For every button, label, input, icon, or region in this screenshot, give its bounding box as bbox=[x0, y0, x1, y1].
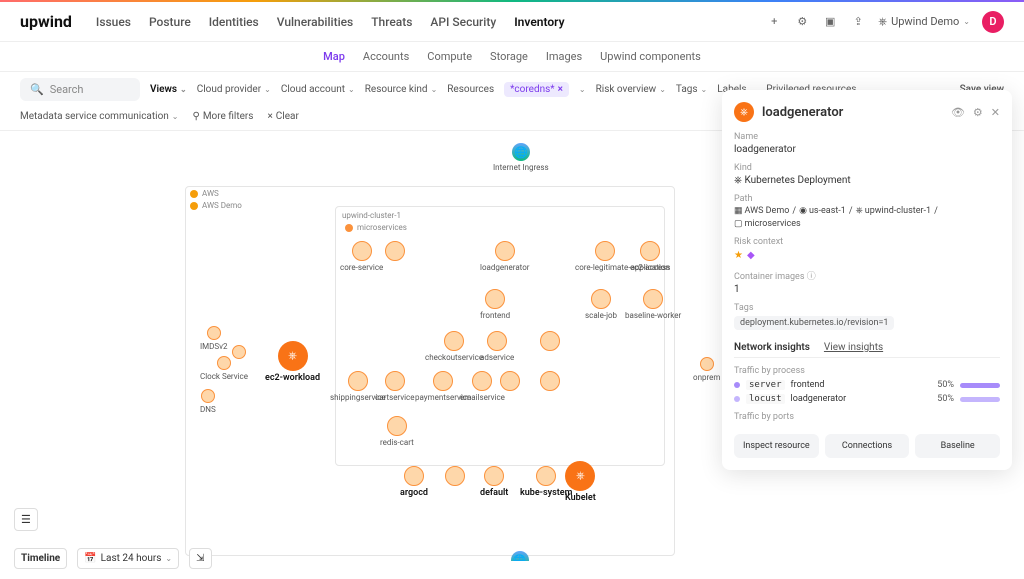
node-loadgenerator[interactable]: loadgenerator bbox=[480, 241, 529, 272]
view-insights-link[interactable]: View insights bbox=[824, 342, 883, 353]
node-cart[interactable]: cartservice bbox=[375, 371, 414, 402]
sub-nav: Map Accounts Compute Storage Images Upwi… bbox=[0, 42, 1024, 72]
gear-icon[interactable]: ⚙ bbox=[794, 14, 810, 30]
filter-resources[interactable]: Resources bbox=[447, 84, 494, 95]
filter-metadata[interactable]: Metadata service communication⌄ bbox=[20, 111, 179, 122]
node-baseline-worker[interactable]: baseline-worker bbox=[625, 289, 681, 320]
node-blank1[interactable] bbox=[385, 241, 405, 261]
baseline-button[interactable]: Baseline bbox=[915, 434, 1000, 458]
node-blank3[interactable] bbox=[500, 371, 520, 391]
node-dns[interactable]: DNS bbox=[200, 389, 216, 414]
filter-cloud-provider[interactable]: Cloud provider⌄ bbox=[197, 84, 271, 95]
node-kubelet[interactable]: ⎈Kubelet bbox=[565, 461, 596, 503]
timeline-pin-icon[interactable]: ⇲ bbox=[189, 548, 211, 569]
node-internet-egress[interactable]: 🌐 Internet Egress bbox=[493, 551, 547, 561]
node-frontend[interactable]: frontend bbox=[480, 289, 510, 320]
views-dd[interactable]: Views⌄ bbox=[150, 84, 187, 95]
filter-chip[interactable]: *coredns*× bbox=[504, 82, 569, 97]
clear-filters[interactable]: × Clear bbox=[267, 111, 298, 122]
chip-remove-icon[interactable]: × bbox=[558, 84, 563, 95]
visibility-icon[interactable]: 👁 bbox=[951, 106, 965, 119]
menu-toggle[interactable]: ☰ bbox=[14, 508, 38, 531]
globe-icon: 🌐 bbox=[511, 551, 529, 561]
node-scale-job[interactable]: scale-job bbox=[585, 289, 617, 320]
nav-vulnerabilities[interactable]: Vulnerabilities bbox=[277, 15, 354, 29]
filter-cloud-account[interactable]: Cloud account⌄ bbox=[281, 84, 355, 95]
book-icon[interactable]: ▣ bbox=[822, 14, 838, 30]
subnav-components[interactable]: Upwind components bbox=[600, 50, 701, 63]
subnav-accounts[interactable]: Accounts bbox=[363, 50, 409, 63]
node-internet-ingress[interactable]: 🌐 Internet Ingress bbox=[493, 143, 549, 172]
subnav-storage[interactable]: Storage bbox=[490, 50, 528, 63]
main-nav: Issues Posture Identities Vulnerabilitie… bbox=[96, 15, 565, 29]
nav-api-security[interactable]: API Security bbox=[430, 15, 496, 29]
resource-icon: ⎈ bbox=[734, 102, 754, 122]
traffic-row-1: server frontend 50% bbox=[734, 380, 1000, 390]
close-icon[interactable]: ✕ bbox=[991, 106, 1000, 119]
node-blank4[interactable] bbox=[445, 466, 465, 486]
add-icon[interactable]: + bbox=[766, 14, 782, 30]
run-icon[interactable]: ⇪ bbox=[850, 14, 866, 30]
tag-chip: deployment.kubernetes.io/revision=1 bbox=[734, 316, 894, 330]
timeline-range[interactable]: 📅 Last 24 hours ⌄ bbox=[77, 548, 179, 569]
timeline-label: Timeline bbox=[14, 548, 67, 569]
micro-badge: microservices bbox=[345, 223, 407, 232]
filter-resource-kind[interactable]: Resource kind⌄ bbox=[365, 84, 438, 95]
subnav-compute[interactable]: Compute bbox=[427, 50, 472, 63]
filter-tags[interactable]: Tags⌄ bbox=[676, 84, 707, 95]
logo[interactable]: upwind bbox=[20, 12, 72, 31]
nav-inventory[interactable]: Inventory bbox=[514, 15, 564, 29]
node-blank2[interactable] bbox=[540, 331, 560, 351]
filter-risk[interactable]: Risk overview⌄ bbox=[596, 84, 666, 95]
node-onprem[interactable]: onprem bbox=[693, 357, 720, 382]
node-checkout[interactable]: checkoutservice bbox=[425, 331, 483, 362]
node-imdsv2[interactable]: IMDSv2 bbox=[200, 326, 228, 351]
more-filters[interactable]: ⚲ More filters bbox=[193, 111, 254, 122]
node-core-legit[interactable]: core-legitimate-application bbox=[575, 241, 635, 272]
node-ec2-workload[interactable]: ⎈ec2-workload bbox=[265, 341, 320, 383]
node-argocd[interactable]: argocd bbox=[400, 466, 428, 498]
node-aux[interactable] bbox=[232, 345, 246, 359]
nav-identities[interactable]: Identities bbox=[209, 15, 259, 29]
nav-posture[interactable]: Posture bbox=[149, 15, 191, 29]
subnav-map[interactable]: Map bbox=[323, 50, 345, 63]
node-email[interactable]: emailservice bbox=[460, 371, 505, 402]
panel-title: loadgenerator bbox=[762, 105, 943, 120]
nav-issues[interactable]: Issues bbox=[96, 15, 131, 29]
org-switcher[interactable]: ⎈ Upwind Demo ⌄ bbox=[878, 15, 970, 29]
timeline-bar: Timeline 📅 Last 24 hours ⌄ ⇲ bbox=[14, 548, 212, 569]
subnav-images[interactable]: Images bbox=[546, 50, 582, 63]
settings-icon[interactable]: ⚙ bbox=[973, 106, 983, 119]
detail-panel: ⎈ loadgenerator 👁 ⚙ ✕ Name loadgenerator… bbox=[722, 90, 1012, 470]
node-ec2-access[interactable]: ec2-access bbox=[630, 241, 670, 272]
insights-title: Network insights bbox=[734, 342, 810, 353]
search-input[interactable]: 🔍 Search bbox=[20, 78, 140, 101]
header: upwind Issues Posture Identities Vulnera… bbox=[0, 2, 1024, 42]
breadcrumb: ▦ AWS Demo / ◉ us-east-1 / ⎈ upwind-clus… bbox=[734, 206, 1000, 229]
node-redis[interactable]: redis-cart bbox=[380, 416, 414, 447]
risk-badges: ★◆ bbox=[734, 250, 1000, 261]
node-adservice[interactable]: adservice bbox=[480, 331, 514, 362]
avatar[interactable]: D bbox=[982, 11, 1004, 33]
node-clock[interactable]: Clock Service bbox=[200, 356, 248, 381]
nav-threats[interactable]: Threats bbox=[371, 15, 412, 29]
node-default[interactable]: default bbox=[480, 466, 508, 498]
globe-icon: 🌐 bbox=[512, 143, 530, 161]
traffic-row-2: locust loadgenerator 50% bbox=[734, 394, 1000, 404]
connections-button[interactable]: Connections bbox=[825, 434, 910, 458]
node-core-service[interactable]: core-service bbox=[340, 241, 383, 272]
node-currency[interactable] bbox=[540, 371, 560, 393]
inspect-button[interactable]: Inspect resource bbox=[734, 434, 819, 458]
